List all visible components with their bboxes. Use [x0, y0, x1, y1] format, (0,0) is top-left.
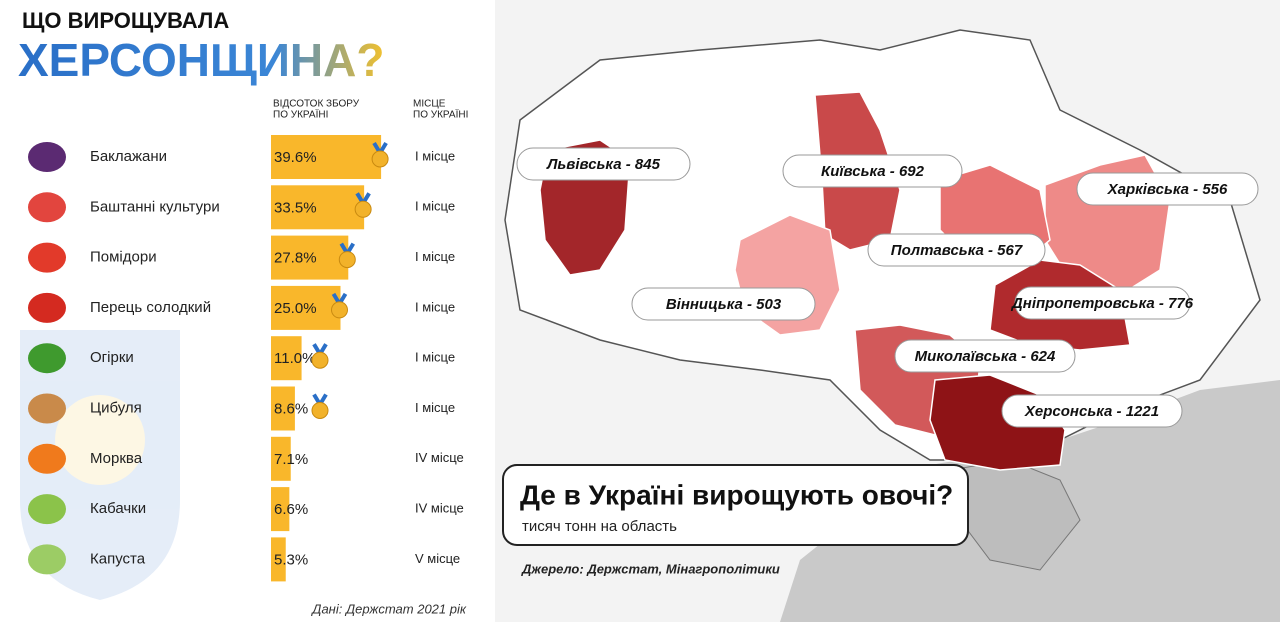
title: ЩО ВИРОЩУВАЛА [22, 8, 229, 33]
bar [271, 336, 302, 381]
region-label: Київська - 692 [821, 163, 925, 180]
bar [271, 235, 349, 280]
rank-label: IV місце [415, 450, 464, 465]
bar [271, 386, 295, 431]
rank-header: ПО УКРАЇНІ [413, 109, 468, 121]
medal [338, 251, 356, 269]
source: Дані: Держстат 2021 рік [310, 601, 467, 616]
subtitle: ХЕРСОНЩИНА? [18, 34, 384, 86]
rank-label: I місце [415, 199, 455, 214]
bar [271, 185, 365, 230]
vegetable-icon [28, 242, 66, 273]
rank-label: V місце [415, 551, 460, 566]
region-label: Львівська - 845 [546, 156, 661, 173]
rank-label: I місце [415, 148, 455, 163]
category-label: Огірки [90, 349, 134, 366]
region-label-box [631, 287, 816, 321]
category-label: Баклажани [90, 148, 167, 165]
value-label: 5.3% [274, 551, 308, 568]
rank-label: I місце [415, 249, 455, 264]
value-label: 11.0% [274, 350, 315, 367]
category-label: Перець солодкий [90, 299, 211, 316]
region-label-box [867, 233, 1046, 267]
medal [354, 200, 372, 218]
region-label: Полтавська - 567 [891, 242, 1023, 259]
region-label: Вінницька - 503 [666, 296, 782, 313]
vegetable-icon [28, 192, 66, 223]
map-title: Де в Україні вирощують овочі? [520, 479, 953, 510]
region-label-box [894, 339, 1076, 373]
value-label: 33.5% [274, 199, 317, 216]
region-label: Херсонська - 1221 [1024, 403, 1159, 420]
category-label: Капуста [90, 550, 146, 567]
category-label: Морква [90, 450, 143, 467]
value-header: ВІДСОТОК ЗБОРУ [273, 99, 360, 110]
vegetable-icon [28, 443, 66, 474]
value-label: 27.8% [274, 250, 317, 267]
rank-label: I місце [415, 299, 455, 314]
value-header: ПО УКРАЇНІ [273, 109, 328, 121]
map-subtitle: тисяч тонн на область [522, 518, 677, 535]
region-label-box [516, 147, 691, 181]
medal [331, 301, 348, 319]
category-label: Баштанні культури [90, 198, 220, 215]
region-label-box [1076, 172, 1259, 206]
regions: Львівська - 845 Київська - 692 Харківська … [516, 91, 1259, 471]
bar [271, 487, 290, 532]
bar [271, 537, 286, 582]
coat-of-arms [20, 330, 180, 600]
rank-header: МІСЦЕ [413, 99, 446, 110]
value-label: 7.1% [274, 451, 308, 468]
region-label: Харківська - 556 [1107, 181, 1228, 198]
vegetable-icon [28, 343, 66, 374]
rank-label: I місце [415, 400, 455, 415]
region-label-box [1014, 286, 1191, 320]
value-label: 39.6% [274, 149, 317, 166]
value-label: 25.0% [274, 300, 317, 317]
vegetable-icon [28, 494, 66, 525]
vegetable-icon [28, 292, 66, 323]
vegetable-icon [28, 393, 66, 424]
bar [271, 285, 341, 330]
rank-label: IV місце [415, 501, 464, 516]
region-label: Дніпропетровська - 776 [1010, 295, 1194, 312]
map: Львівська - 845 Київська - 692 Харківська … [495, 0, 1280, 622]
region-label-box [782, 154, 963, 188]
region-label: Миколаївська - 624 [915, 348, 1056, 365]
value-label: 8.6% [274, 400, 308, 417]
value-label: 6.6% [274, 501, 308, 518]
medal [371, 150, 389, 168]
bar [271, 135, 382, 179]
rank-label: I місце [415, 350, 455, 365]
medal [311, 402, 329, 419]
headline-box [502, 464, 969, 546]
vegetable-icon [28, 544, 66, 575]
category-label: Помідори [90, 249, 157, 266]
bar [271, 436, 291, 481]
category-label: Кабачки [90, 500, 146, 517]
map-source: Джерело: Держстат, Мінагрополітики [521, 561, 780, 576]
medal [311, 351, 329, 369]
vegetable-icon [28, 142, 66, 172]
category-label: Цибуля [90, 399, 142, 416]
region-label-box [1001, 394, 1183, 428]
